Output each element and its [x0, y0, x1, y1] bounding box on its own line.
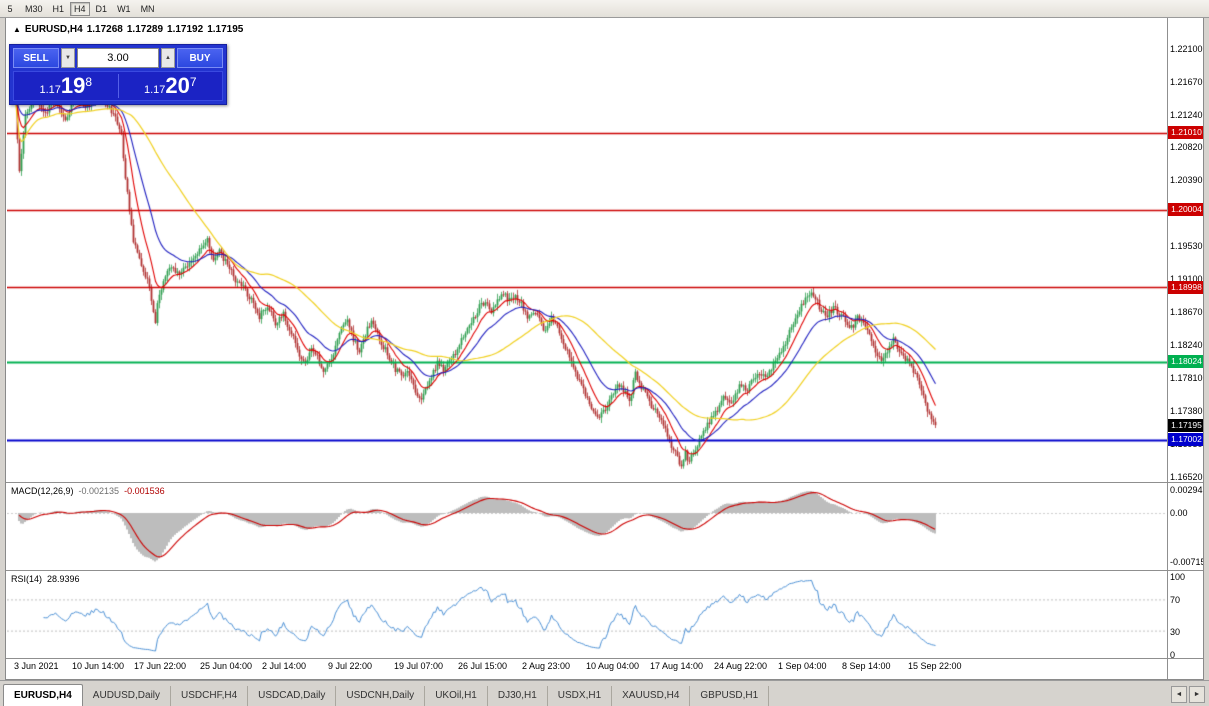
timeframe-button-h1[interactable]: H1: [49, 2, 69, 16]
time-axis-label: 24 Aug 22:00: [714, 661, 768, 671]
sell-button[interactable]: SELL: [13, 48, 59, 68]
time-axis-label: 10 Jun 14:00: [72, 661, 125, 671]
chart-tab-usdx[interactable]: USDX,H1: [548, 686, 613, 706]
macd-axis-label: 0.002947: [1170, 485, 1204, 495]
price-line-badge: 1.20004: [1168, 203, 1203, 217]
price-axis-label: 1.21240: [1170, 110, 1203, 121]
rsi-axis-label: 70: [1170, 595, 1181, 606]
time-axis-label: 17 Jun 22:00: [134, 661, 187, 671]
time-axis-label: 1 Sep 04:00: [778, 661, 827, 671]
price-line-badge: 1.17002: [1168, 433, 1203, 447]
timeframe-button-5[interactable]: 5: [1, 2, 19, 16]
price-axis-label: 1.16520: [1170, 471, 1203, 482]
ohlc-close: 1.17195: [207, 24, 244, 35]
time-axis-label: 10 Aug 04:00: [586, 661, 640, 671]
time-axis-label: 3 Jun 2021: [14, 661, 59, 671]
chart-window: ▲ EURUSD,H4 1.17268 1.17289 1.17192 1.17195 S…: [5, 18, 1204, 680]
macd-name: MACD(12,26,9): [11, 486, 74, 496]
price-axis-label: 1.20820: [1170, 142, 1203, 153]
price-line-badge: 1.18998: [1168, 280, 1203, 294]
price-axis-label: 1.22100: [1170, 44, 1203, 55]
rsi-value: 28.9396: [47, 574, 80, 584]
price-axis-divider: [1167, 18, 1168, 679]
volume-increase-button[interactable]: ▲: [161, 48, 175, 68]
timeframe-toolbar: 5 M30 H1 H4 D1 W1 MN: [0, 0, 1209, 18]
price-axis-label: 1.20390: [1170, 175, 1203, 186]
sell-price-sup: 8: [85, 75, 93, 89]
price-axis-label: 1.17810: [1170, 373, 1203, 384]
price-axis-label: 1.21670: [1170, 77, 1203, 88]
macd-signal-value: -0.001536: [124, 486, 165, 496]
rsi-name: RSI(14): [11, 574, 43, 584]
chart-tabs-bar: EURUSD,H4 AUDUSD,Daily USDCHF,H4 USDCAD,Dai…: [0, 680, 1209, 706]
chart-tab-ukoil[interactable]: UKOil,H1: [425, 686, 488, 706]
rsi-axis-label: 0: [1170, 650, 1176, 660]
timeframe-button-m30[interactable]: M30: [21, 2, 47, 16]
ohlc-low: 1.17192: [167, 24, 204, 35]
time-axis-label: 25 Jun 04:00: [200, 661, 253, 671]
buy-price-prefix: 1.17: [143, 84, 166, 96]
chart-tab-usdcnh[interactable]: USDCNH,Daily: [336, 686, 426, 706]
chart-tab-audusd[interactable]: AUDUSD,Daily: [83, 686, 172, 706]
time-axis-label: 8 Sep 14:00: [842, 661, 891, 671]
current-price-badge: 1.17195: [1168, 418, 1203, 432]
time-axis-divider: [6, 658, 1203, 659]
macd-axis-label: -0.00715: [1170, 557, 1204, 567]
sell-price-big: 19: [60, 73, 86, 98]
chart-tab-gbpusd[interactable]: GBPUSD,H1: [690, 686, 770, 706]
timeframe-button-h4[interactable]: H4: [70, 1, 90, 16]
rsi-indicator-label: RSI(14) 28.9396: [11, 574, 85, 584]
chart-tab-xauusd[interactable]: XAUUSD,H4: [612, 686, 691, 706]
rsi-axis-label: 30: [1170, 626, 1181, 637]
tabs-scroll-right-button[interactable]: ►: [1189, 686, 1205, 703]
one-click-trading-panel: SELL ▼ ▲ BUY 1.17198 1.17207: [9, 44, 227, 105]
price-line-badge: 1.21010: [1168, 126, 1203, 140]
timeframe-button-d1[interactable]: D1: [92, 2, 112, 16]
macd-axis-label: 0.00: [1170, 508, 1188, 518]
price-axis-label: 1.17380: [1170, 405, 1203, 416]
rsi-axis-label: 100: [1170, 572, 1186, 582]
timeframe-button-mn[interactable]: MN: [137, 2, 159, 16]
macd-panel-splitter[interactable]: [6, 482, 1203, 483]
timeframe-button-w1[interactable]: W1: [113, 2, 135, 16]
one-click-collapse-icon[interactable]: ▲: [13, 25, 21, 34]
price-axis-label: 1.18670: [1170, 307, 1203, 318]
volume-decrease-button[interactable]: ▼: [61, 48, 75, 68]
chart-tab-usdcad[interactable]: USDCAD,Daily: [248, 686, 337, 706]
time-axis-label: 17 Aug 14:00: [650, 661, 704, 671]
buy-price-button[interactable]: 1.17207: [119, 73, 223, 99]
price-axis-label: 1.19100: [1170, 274, 1203, 285]
sell-price-prefix: 1.17: [39, 84, 61, 96]
time-axis-label: 15 Sep 22:00: [908, 661, 962, 671]
price-axis-label: 1.18240: [1170, 340, 1203, 351]
chart-tabs: EURUSD,H4 AUDUSD,Daily USDCHF,H4 USDCAD,Dai…: [0, 681, 1167, 706]
price-axis-label: 1.19530: [1170, 241, 1203, 252]
time-axis-label: 2 Jul 14:00: [262, 661, 307, 671]
macd-panel-canvas[interactable]: [7, 483, 1167, 569]
chart-tab-usdchf[interactable]: USDCHF,H4: [171, 686, 249, 706]
time-axis-label: 2 Aug 23:00: [522, 661, 571, 671]
ohlc-open: 1.17268: [86, 24, 123, 35]
rsi-panel-splitter[interactable]: [6, 570, 1203, 571]
macd-main-value: -0.002135: [78, 486, 120, 496]
sell-price-button[interactable]: 1.17198: [14, 73, 118, 99]
tabs-scroll-left-button[interactable]: ◄: [1171, 686, 1187, 703]
rsi-panel-canvas[interactable]: [7, 571, 1167, 657]
volume-input[interactable]: [77, 48, 159, 68]
ohlc-high: 1.17289: [126, 24, 164, 35]
price-divider: [117, 74, 119, 98]
chart-title: ▲ EURUSD,H4 1.17268 1.17289 1.17192 1.17195: [13, 24, 247, 35]
time-axis-label: 9 Jul 22:00: [328, 661, 373, 671]
tab-scroll-buttons: ◄ ►: [1167, 686, 1209, 706]
time-axis-label: 19 Jul 07:00: [394, 661, 444, 671]
price-line-badge: 1.18024: [1168, 355, 1203, 369]
chart-tab-eurusd[interactable]: EURUSD,H4: [3, 684, 83, 706]
chart-symbol-label: EURUSD,H4: [24, 24, 83, 35]
chart-tab-dj30[interactable]: DJ30,H1: [488, 686, 548, 706]
buy-price-big: 20: [165, 73, 190, 98]
time-axis-label: 26 Jul 15:00: [458, 661, 508, 671]
macd-indicator-label: MACD(12,26,9) -0.002135 -0.001536: [11, 486, 170, 496]
buy-price-sup: 7: [189, 75, 197, 89]
buy-button[interactable]: BUY: [177, 48, 223, 68]
